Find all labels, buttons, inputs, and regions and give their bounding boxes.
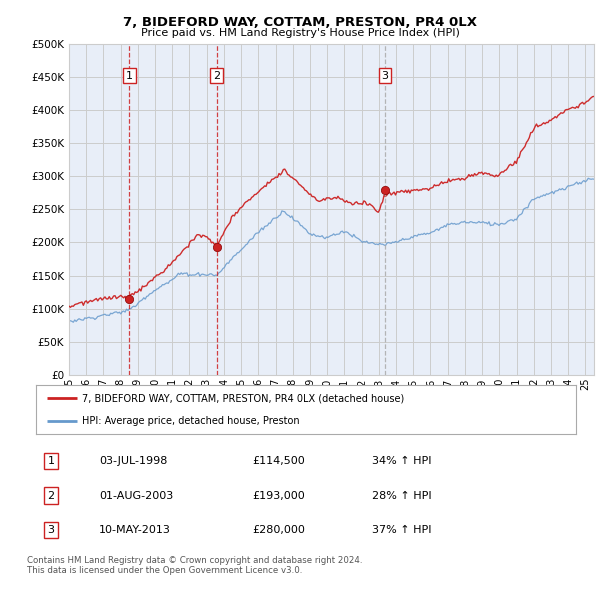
Text: 3: 3	[47, 525, 55, 535]
Text: HPI: Average price, detached house, Preston: HPI: Average price, detached house, Pres…	[82, 415, 299, 425]
Text: 7, BIDEFORD WAY, COTTAM, PRESTON, PR4 0LX: 7, BIDEFORD WAY, COTTAM, PRESTON, PR4 0L…	[123, 16, 477, 29]
Text: Price paid vs. HM Land Registry's House Price Index (HPI): Price paid vs. HM Land Registry's House …	[140, 28, 460, 38]
Text: Contains HM Land Registry data © Crown copyright and database right 2024.
This d: Contains HM Land Registry data © Crown c…	[27, 556, 362, 575]
Text: £280,000: £280,000	[252, 525, 305, 535]
Text: 2: 2	[47, 491, 55, 500]
Text: 3: 3	[382, 71, 389, 81]
Text: £114,500: £114,500	[252, 457, 305, 466]
Text: 01-AUG-2003: 01-AUG-2003	[99, 491, 173, 500]
Text: 1: 1	[126, 71, 133, 81]
Text: 7, BIDEFORD WAY, COTTAM, PRESTON, PR4 0LX (detached house): 7, BIDEFORD WAY, COTTAM, PRESTON, PR4 0L…	[82, 394, 404, 404]
Text: £193,000: £193,000	[252, 491, 305, 500]
Text: 1: 1	[47, 457, 55, 466]
Text: 2: 2	[213, 71, 220, 81]
Text: 10-MAY-2013: 10-MAY-2013	[99, 525, 171, 535]
Text: 03-JUL-1998: 03-JUL-1998	[99, 457, 167, 466]
Text: 37% ↑ HPI: 37% ↑ HPI	[372, 525, 431, 535]
Text: 34% ↑ HPI: 34% ↑ HPI	[372, 457, 431, 466]
Text: 28% ↑ HPI: 28% ↑ HPI	[372, 491, 431, 500]
